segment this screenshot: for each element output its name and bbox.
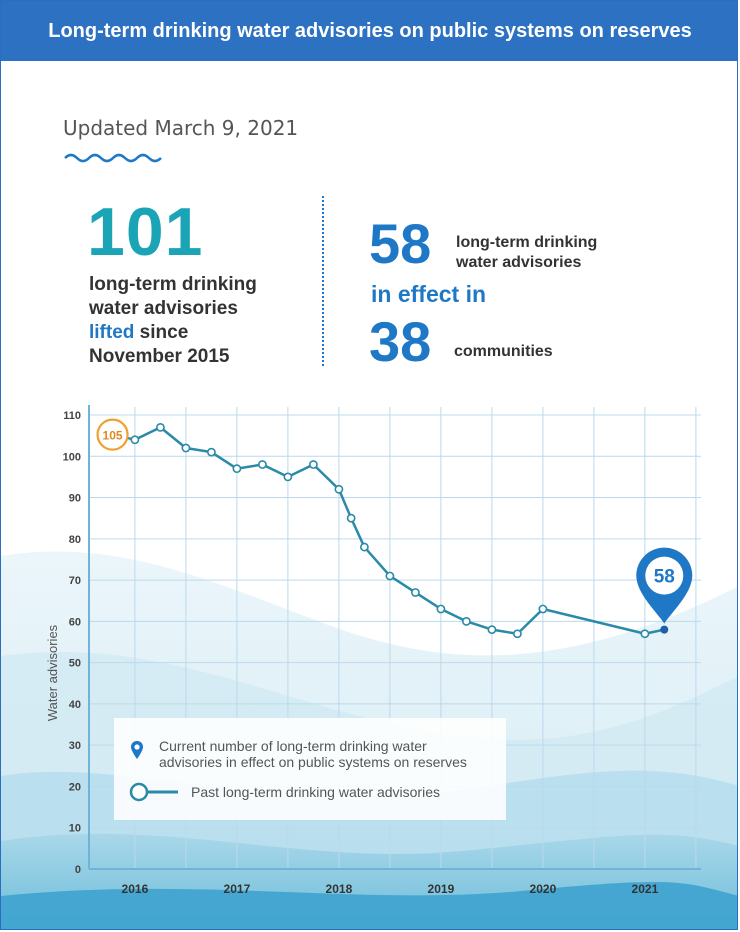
updated-date: Updated March 9, 2021 (63, 116, 299, 140)
legend-current-line-1: Current number of long-term drinking wat… (159, 738, 427, 754)
y-axis-label: Water advisories (45, 624, 60, 721)
lifted-since: since (134, 322, 189, 343)
y-tick-label: 50 (69, 658, 81, 670)
in-effect-label: in effect in (371, 281, 487, 307)
current-data-point (660, 625, 669, 634)
lifted-count: 101 (87, 194, 204, 270)
past-marker-icon (129, 782, 178, 802)
y-tick-label: 10 (69, 823, 81, 835)
data-point (436, 604, 446, 614)
y-tick-label: 80 (69, 534, 81, 546)
y-tick-label: 100 (63, 451, 81, 463)
y-tick-label: 60 (69, 616, 81, 628)
x-tick-label: 2016 (122, 882, 149, 896)
legend-past: Past long-term drinking water advisories (191, 784, 440, 800)
stats-divider (322, 196, 324, 366)
y-tick-label: 110 (63, 410, 81, 422)
data-point (308, 460, 318, 469)
communities-label: communities (454, 343, 553, 360)
data-point (538, 604, 548, 614)
chart-markers: 105 58 (96, 418, 693, 639)
data-point (385, 571, 395, 581)
location-pin-icon (131, 741, 143, 759)
in-effect-description: long-term drinking water advisories (456, 233, 597, 273)
chart-legend: Current number of long-term drinking wat… (114, 718, 506, 820)
y-tick-label: 30 (69, 740, 81, 752)
data-point (461, 616, 471, 626)
lifted-word: lifted (89, 322, 135, 343)
legend-current-line-2: advisories in effect on public systems o… (159, 754, 467, 770)
x-tick-label: 2017 (224, 882, 251, 896)
y-tick-label: 40 (69, 699, 81, 711)
lifted-line-2: water advisories (89, 298, 238, 319)
data-point (346, 513, 356, 523)
y-tick-label: 90 (69, 493, 81, 505)
data-point (283, 472, 293, 482)
y-tick-label: 70 (69, 575, 81, 587)
advisories-line-chart: Water advisories 0 10 20 30 40 50 60 70 80 90 100 1… (1, 405, 737, 929)
page-title: Long-term drinking water advisories on p… (1, 1, 737, 61)
y-tick-label: 20 (69, 781, 81, 793)
data-point (487, 625, 497, 635)
current-pin-label: 58 (654, 567, 675, 588)
in-effect-count: 58 (369, 212, 432, 275)
lifted-description: long-term drinking water advisories lift… (89, 273, 309, 369)
current-pin-inner (645, 556, 684, 595)
data-point (359, 542, 369, 552)
x-tick-label: 2020 (530, 882, 557, 896)
data-point (257, 460, 267, 469)
data-point (334, 484, 344, 494)
x-tick-label: 2019 (428, 882, 455, 896)
data-point (513, 629, 522, 639)
communities-count: 38 (369, 310, 432, 373)
x-axis-ticks: 2016 2017 2018 2019 2020 2021 (122, 882, 659, 896)
data-point (410, 588, 420, 597)
data-point (181, 443, 191, 453)
start-badge (96, 418, 129, 451)
data-point (130, 435, 140, 445)
data-point (232, 464, 242, 474)
y-axis-ticks: 0 10 20 30 40 50 60 70 80 90 100 110 (63, 410, 81, 876)
data-point (640, 629, 650, 639)
x-tick-label: 2021 (632, 882, 659, 896)
in-effect-line-1: long-term drinking (456, 234, 598, 251)
lifted-line-4: November 2015 (89, 346, 230, 367)
legend-current: Current number of long-term drinking wat… (159, 738, 467, 770)
data-point (155, 422, 165, 432)
start-badge-label: 105 (103, 429, 123, 443)
lifted-line-1: long-term drinking (89, 274, 257, 295)
lifted-line-3: lifted since (89, 321, 309, 345)
x-tick-label: 2018 (326, 882, 353, 896)
y-tick-label: 0 (75, 864, 81, 876)
wave-decoration (64, 153, 162, 163)
data-point (206, 447, 216, 457)
in-effect-line-2: water advisories (456, 254, 582, 271)
